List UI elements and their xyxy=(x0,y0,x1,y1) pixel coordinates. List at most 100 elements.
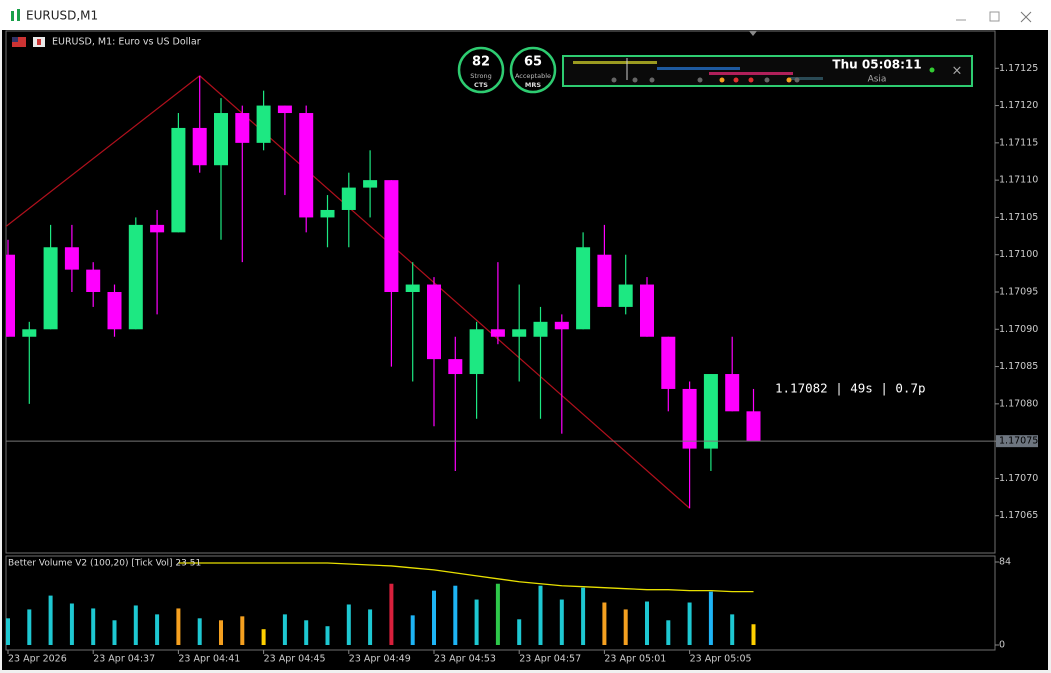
candle-body xyxy=(341,187,356,210)
volume-bar xyxy=(687,602,692,645)
zigzag-segment xyxy=(7,75,201,226)
y-tick-label: 1.17125 xyxy=(999,63,1038,74)
candle-body xyxy=(490,329,505,337)
flag-icons xyxy=(12,37,45,47)
y-tick-label: 0 xyxy=(999,640,1005,651)
close-button[interactable] xyxy=(1020,11,1032,23)
y-tick-label: 1.17080 xyxy=(999,398,1038,409)
volume-bar xyxy=(708,591,713,645)
candle-body xyxy=(405,284,420,292)
chart-area xyxy=(2,30,1048,670)
zigzag-segment xyxy=(199,75,690,509)
x-tick-label: 23 Apr 05:05 xyxy=(690,654,752,665)
volume-bar xyxy=(155,614,160,645)
candle-body xyxy=(43,247,58,330)
volume-bar xyxy=(474,599,479,645)
candle-body xyxy=(554,321,569,330)
candle-body xyxy=(512,329,527,337)
candle-body xyxy=(469,329,484,375)
volume-bar xyxy=(325,626,330,645)
session-name: Asia xyxy=(868,75,887,85)
volume-bar xyxy=(453,585,458,645)
candle-body xyxy=(299,113,314,218)
candle-body xyxy=(256,105,271,143)
volume-bar xyxy=(602,602,607,645)
gauge-ring xyxy=(509,46,557,94)
session-close[interactable]: × xyxy=(952,64,963,79)
candle-body xyxy=(22,329,37,337)
y-tick-label: 1.17115 xyxy=(999,137,1038,148)
volume-frame xyxy=(5,555,996,651)
candle-body xyxy=(128,224,143,330)
volume-bar xyxy=(581,587,586,645)
y-tick-label: 1.17105 xyxy=(999,212,1038,223)
candle-body xyxy=(214,113,228,166)
candle-body xyxy=(192,127,207,166)
candle-body xyxy=(597,254,612,307)
volume-bar xyxy=(27,609,32,645)
volume-bar xyxy=(240,616,245,645)
candle-body xyxy=(384,180,399,292)
price-plot xyxy=(6,75,995,509)
candle-body xyxy=(277,105,292,114)
x-tick-label: 23 Apr 04:53 xyxy=(434,654,496,665)
volume-bar xyxy=(495,583,500,645)
volume-bar xyxy=(133,605,138,645)
volume-bar xyxy=(730,614,735,645)
candle-body xyxy=(682,388,697,449)
price-annotation: 1.17082 | 49s | 0.7p xyxy=(775,381,926,396)
gauge-ring xyxy=(457,46,505,94)
axes: 1.17065 1.17070 1.17075 1.17080 1.17085 1.170… xyxy=(7,63,1038,665)
x-tick-label: 23 Apr 04:49 xyxy=(349,654,411,665)
session-panel: Thu 05:08:11 Asia × xyxy=(562,55,973,87)
candle-body xyxy=(703,374,718,449)
y-tick-label: 1.17100 xyxy=(999,249,1038,260)
volume-bar xyxy=(304,620,309,645)
y-tick-label: 84 xyxy=(999,557,1011,568)
volume-plot xyxy=(6,562,756,645)
candle-body xyxy=(150,224,165,233)
y-tick-label: 1.17065 xyxy=(999,510,1038,521)
volume-bar xyxy=(623,609,628,645)
app-icon xyxy=(11,9,20,21)
volume-bar xyxy=(517,619,522,645)
candle-body xyxy=(171,127,186,233)
gauge-name: CTS xyxy=(474,81,488,89)
candle-body xyxy=(661,336,676,389)
volume-bar xyxy=(368,609,373,645)
y-tick-label: 1.17085 xyxy=(999,361,1038,372)
volume-bar xyxy=(219,620,223,645)
volume-bar xyxy=(645,601,649,645)
last-price-box xyxy=(996,435,1038,448)
candle-body xyxy=(618,284,633,307)
maximize-button[interactable] xyxy=(989,11,1000,22)
gauge-value: 82 xyxy=(472,55,490,70)
volume-bar xyxy=(91,608,96,645)
last-price-label: 1.17075 xyxy=(999,436,1038,447)
window-title: EURUSD,M1 xyxy=(26,9,98,23)
candle-body xyxy=(427,284,441,360)
volume-bar xyxy=(559,599,564,645)
candle-body xyxy=(448,359,463,375)
volume-bar xyxy=(346,604,351,645)
candle-body xyxy=(363,180,378,188)
x-tick-label: 23 Apr 04:37 xyxy=(93,654,155,665)
x-tick-label: 23 Apr 04:45 xyxy=(264,654,326,665)
volume-bar xyxy=(197,618,202,645)
y-tick-label: 1.17070 xyxy=(999,473,1038,484)
volume-bar xyxy=(176,608,181,645)
candle-body xyxy=(64,247,79,270)
candle-body xyxy=(725,374,740,412)
y-tick-label: 1.17120 xyxy=(999,100,1038,111)
gauge-name: MRS xyxy=(525,81,541,89)
candle-body xyxy=(746,411,761,442)
volume-bar xyxy=(6,618,10,645)
gauge-rating: Acceptable xyxy=(515,72,551,80)
volume-average xyxy=(178,562,754,593)
gauge-rating: Strong xyxy=(470,72,491,80)
x-tick-label: 23 Apr 05:01 xyxy=(604,654,666,665)
volume-bar xyxy=(112,620,117,645)
